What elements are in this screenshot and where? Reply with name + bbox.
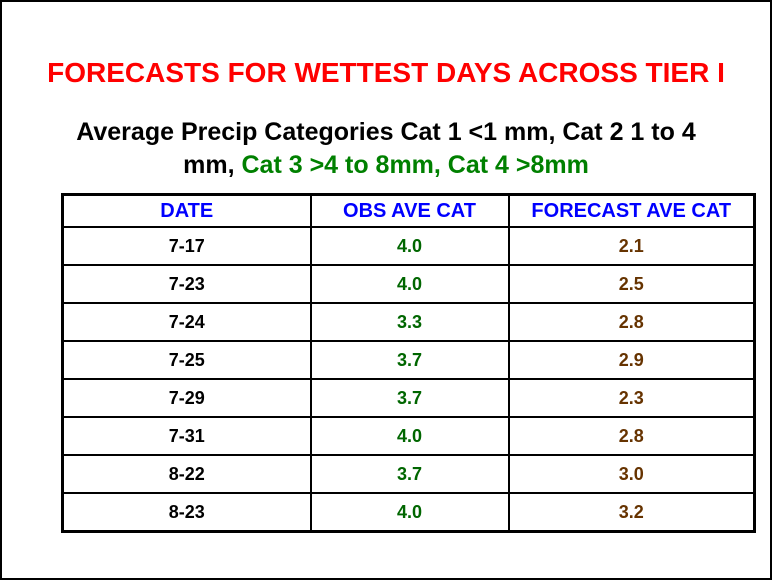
obs-ave-cat-cell: 3.7	[309, 340, 510, 380]
date-cell: 7-25	[61, 340, 312, 380]
table-row: 7-25 3.7 2.9	[61, 340, 756, 380]
table-row: 8-23 4.0 3.2	[61, 492, 756, 533]
page-title: FORECASTS FOR WETTEST DAYS ACROSS TIER I	[47, 57, 725, 88]
date-cell: 7-24	[61, 302, 312, 342]
date-cell: 8-23	[61, 492, 312, 533]
forecast-table: DATE OBS AVE CAT FORECAST AVE CAT 7-17 4…	[61, 193, 756, 533]
obs-ave-cat-cell: 4.0	[309, 492, 510, 533]
table-row: 7-17 4.0 2.1	[61, 226, 756, 266]
column-header-obs-ave-cat: OBS AVE CAT	[309, 193, 510, 228]
forecast-ave-cat-cell: 2.1	[507, 226, 756, 266]
obs-ave-cat-cell: 3.3	[309, 302, 510, 342]
subtitle-line-2-green-part: Cat 3 >4 to 8mm, Cat 4 >8mm	[241, 151, 589, 179]
table-row: 7-24 3.3 2.8	[61, 302, 756, 342]
slide-subtitle: Average Precip Categories Cat 1 <1 mm, C…	[2, 116, 770, 182]
date-cell: 7-29	[61, 378, 312, 418]
table-row: 7-31 4.0 2.8	[61, 416, 756, 456]
date-cell: 7-17	[61, 226, 312, 266]
forecast-ave-cat-cell: 2.8	[507, 302, 756, 342]
table-header-row: DATE OBS AVE CAT FORECAST AVE CAT	[61, 193, 756, 228]
forecast-ave-cat-cell: 2.5	[507, 264, 756, 304]
date-cell: 8-22	[61, 454, 312, 494]
table-row: 7-23 4.0 2.5	[61, 264, 756, 304]
column-header-date: DATE	[61, 193, 312, 228]
subtitle-line-1: Average Precip Categories Cat 1 <1 mm, C…	[76, 118, 696, 146]
subtitle-line-2-black-part: mm,	[183, 151, 242, 179]
forecast-ave-cat-cell: 3.2	[507, 492, 756, 533]
obs-ave-cat-cell: 4.0	[309, 264, 510, 304]
obs-ave-cat-cell: 3.7	[309, 378, 510, 418]
obs-ave-cat-cell: 3.7	[309, 454, 510, 494]
table-row: 8-22 3.7 3.0	[61, 454, 756, 494]
obs-ave-cat-cell: 4.0	[309, 226, 510, 266]
subtitle-line-2: mm, Cat 3 >4 to 8mm, Cat 4 >8mm	[2, 149, 770, 182]
forecast-ave-cat-cell: 3.0	[507, 454, 756, 494]
forecast-ave-cat-cell: 2.9	[507, 340, 756, 380]
date-cell: 7-23	[61, 264, 312, 304]
date-cell: 7-31	[61, 416, 312, 456]
forecast-ave-cat-cell: 2.3	[507, 378, 756, 418]
forecast-ave-cat-cell: 2.8	[507, 416, 756, 456]
obs-ave-cat-cell: 4.0	[309, 416, 510, 456]
column-header-forecast-ave-cat: FORECAST AVE CAT	[507, 193, 756, 228]
table-row: 7-29 3.7 2.3	[61, 378, 756, 418]
